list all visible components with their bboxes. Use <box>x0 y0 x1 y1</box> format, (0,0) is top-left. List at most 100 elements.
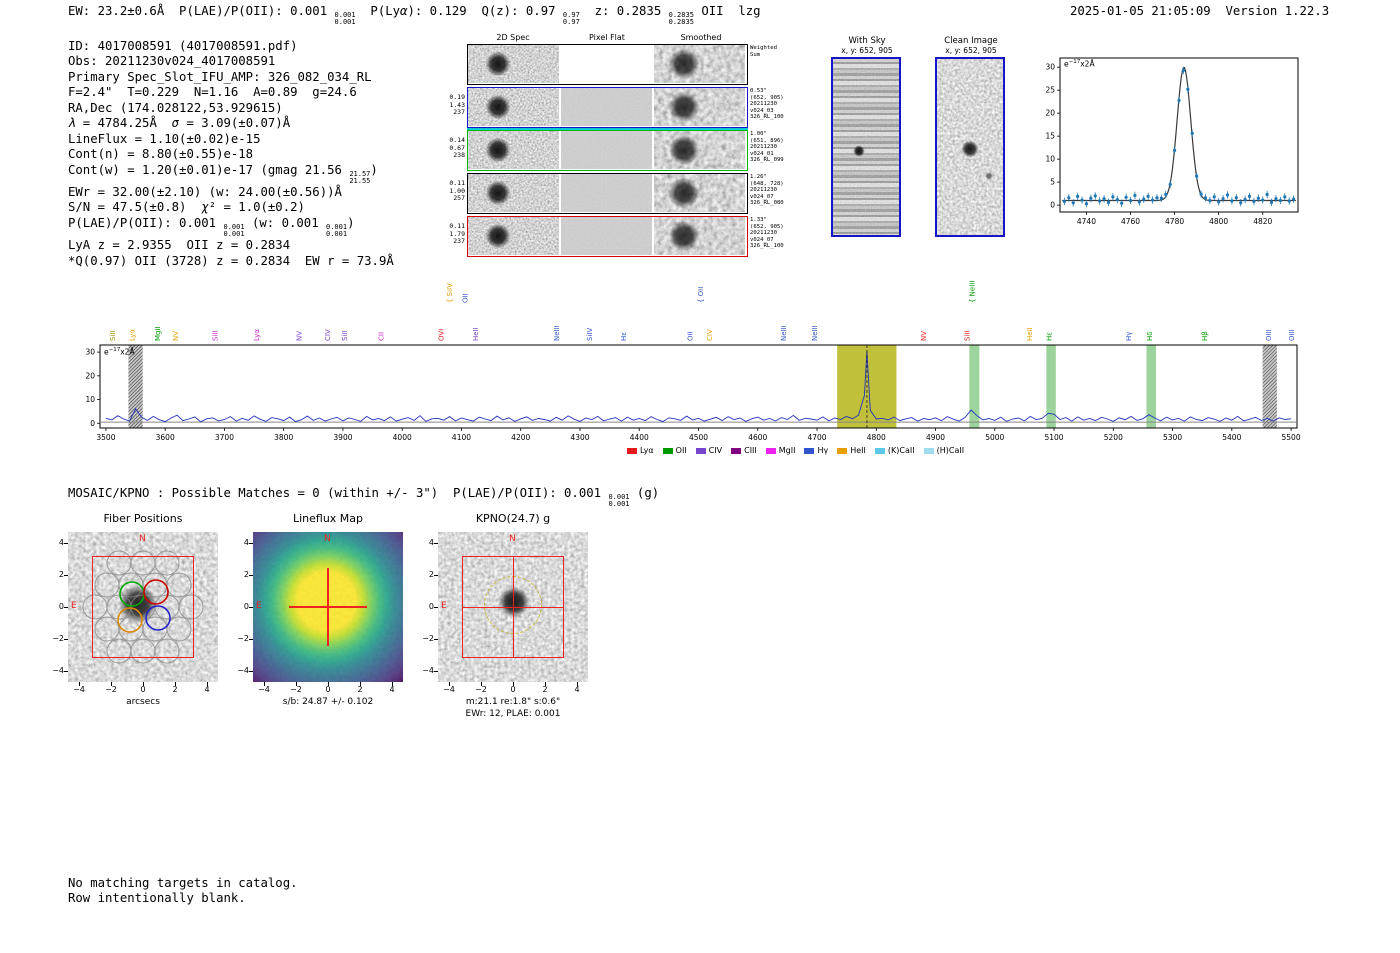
cutout-xtick-label: 4 <box>389 685 395 694</box>
line-label: OII <box>687 331 695 341</box>
crosshair-horizontal <box>462 606 564 608</box>
data-point <box>1256 196 1260 200</box>
data-point <box>1098 199 1102 203</box>
tick-mark <box>296 682 297 686</box>
data-point <box>1203 196 1208 200</box>
legend-item: (H)CaII <box>923 446 964 455</box>
svg-text:30: 30 <box>85 348 95 357</box>
line-label: Hγ <box>1125 332 1133 341</box>
svg-text:0: 0 <box>1050 201 1055 210</box>
cutout-xtick-label: 0 <box>140 685 146 694</box>
tick-mark <box>577 682 578 686</box>
legend-swatch <box>837 447 848 454</box>
line-label: HeII <box>1026 327 1034 341</box>
svg-text:3800: 3800 <box>274 433 293 442</box>
spec2d-cell <box>561 217 652 255</box>
svg-text:4100: 4100 <box>452 433 471 442</box>
svg-text:4600: 4600 <box>748 433 767 442</box>
svg-text:3500: 3500 <box>96 433 115 442</box>
data-point <box>1186 87 1190 91</box>
data-point <box>1239 201 1243 205</box>
cutout-ytick-label: 2 <box>243 570 249 579</box>
spec2d-row-weights: 0.14 0.67 238 <box>449 136 465 160</box>
data-point <box>1230 199 1234 203</box>
cutout-ytick-label: −2 <box>237 634 249 643</box>
svg-text:3700: 3700 <box>215 433 234 442</box>
data-point <box>1089 196 1093 200</box>
cutout-ytick-label: −4 <box>422 666 434 675</box>
legend-swatch <box>874 447 885 454</box>
spec2d-row-weights: 0.11 1.79 237 <box>449 222 465 246</box>
spec2d-row-weights: 0.11 1.00 257 <box>449 179 465 203</box>
line-label: NV <box>172 331 180 341</box>
spec2d-cell <box>468 45 559 83</box>
withsky-image <box>831 57 901 237</box>
cutout-ytick-label: −4 <box>237 666 249 675</box>
data-point <box>1093 194 1097 198</box>
footer-line: Row intentionally blank. <box>68 891 246 906</box>
north-label: N <box>509 534 516 544</box>
tick-mark <box>545 682 546 686</box>
tick-mark <box>64 639 68 640</box>
svg-text:3600: 3600 <box>156 433 175 442</box>
data-point <box>1225 193 1230 197</box>
svg-text:25: 25 <box>1045 86 1055 95</box>
spectrum-legend: Lyα OII CIV CIII MgII Hγ HeII (K)CaII (H)CaII <box>390 446 1210 455</box>
cutout-xtick-label: −2 <box>290 685 302 694</box>
clean-title: Clean Image <box>944 36 998 46</box>
data-point <box>1137 200 1141 204</box>
data-point <box>1155 196 1159 200</box>
svg-text:5200: 5200 <box>1104 433 1123 442</box>
tick-mark <box>449 682 450 686</box>
data-point <box>1172 148 1177 152</box>
tick-mark <box>175 682 176 686</box>
line-label: HeII <box>472 327 480 341</box>
data-point <box>1252 199 1256 204</box>
data-point <box>1106 200 1111 204</box>
svg-text:5000: 5000 <box>985 433 1004 442</box>
emission-band <box>1046 345 1056 428</box>
info-line-solution: *Q(0.97) OII (3728) z = 0.2834 EW r = 73… <box>68 253 394 268</box>
tick-mark <box>64 671 68 672</box>
cutout-xtick-label: −2 <box>475 685 487 694</box>
line-fit-svg: 0 5 10 15 20 25 30 4740 4760 4780 4800 4820 <box>1045 57 1299 226</box>
clean-coords: x, y: 652, 905 <box>945 46 997 55</box>
withsky-coords: x, y: 652, 905 <box>841 46 893 55</box>
east-label: E <box>71 601 77 611</box>
spec2d-cell <box>468 174 559 212</box>
svg-text:30: 30 <box>1045 63 1055 72</box>
tick-mark <box>481 682 482 686</box>
line-label: Hε <box>1046 332 1054 341</box>
svg-text:4000: 4000 <box>393 433 412 442</box>
cutout-ytick-label: −2 <box>52 634 64 643</box>
spec2d-strip <box>466 127 748 171</box>
source-blob <box>668 48 700 80</box>
fiber-xaxis-label: arcsecs <box>126 697 160 707</box>
data-point <box>1067 196 1071 200</box>
spec2d-row: 0.11 1.79 237 1.33" (652, 905) 20211230 v024_0… <box>444 216 796 257</box>
noise-texture <box>833 59 899 235</box>
data-point <box>1287 199 1291 203</box>
tick-mark <box>392 682 393 686</box>
spec2d-cell <box>561 131 652 169</box>
info-line-obs: Obs: 20211230v024_4017008591 <box>68 54 276 69</box>
fit-flux-unit-label: e−17x2Å <box>1064 59 1095 69</box>
info-line-redshifts: LyA z = 2.9355 OII z = 0.2834 <box>68 238 291 253</box>
cutout-ytick-label: −2 <box>422 634 434 643</box>
lineflux-caption: s/b: 24.87 +/- 0.102 <box>282 697 374 707</box>
tick-mark <box>111 682 112 686</box>
data-point <box>1199 192 1203 196</box>
data-point <box>1181 68 1186 73</box>
spec2d-cell <box>468 88 559 126</box>
spec2d-cell <box>561 45 652 83</box>
svg-text:4800: 4800 <box>867 433 886 442</box>
crosshair-horizontal <box>289 606 367 608</box>
source-blob <box>485 137 511 163</box>
svg-text:4780: 4780 <box>1165 217 1184 226</box>
kpno-image: N E <box>438 532 588 682</box>
svg-text:4800: 4800 <box>1209 217 1228 226</box>
svg-text:5100: 5100 <box>1044 433 1063 442</box>
tick-mark <box>434 671 438 672</box>
header-summary: EW: 23.2±0.6Å P(LAE)/P(OII): 0.001 0.001… <box>68 4 761 27</box>
spec2d-row-annotation: Weighted Sum <box>750 45 777 58</box>
